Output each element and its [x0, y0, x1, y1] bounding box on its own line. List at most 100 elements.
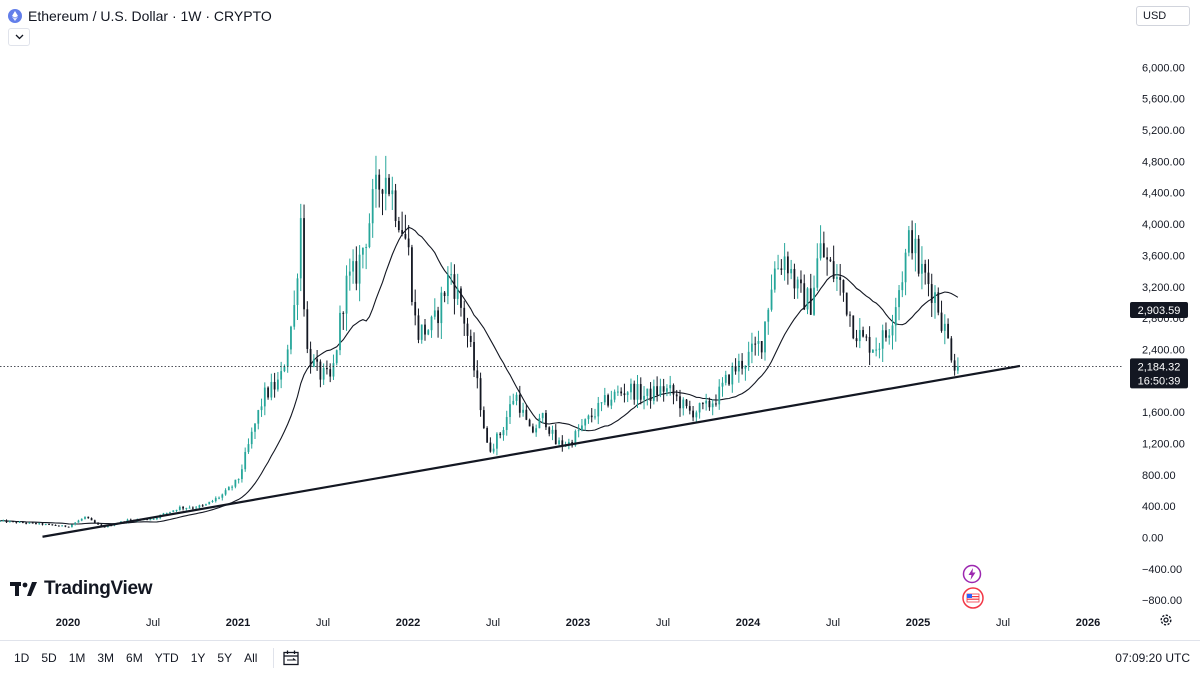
candle-body [378, 174, 381, 190]
candle-body [97, 522, 99, 525]
y-axis-tick-label: 6,000.00 [1142, 62, 1185, 74]
candle-body [407, 238, 410, 248]
candle-body [64, 525, 67, 527]
candle-body [365, 247, 368, 249]
gear-icon[interactable] [1159, 613, 1173, 627]
range-1d-button[interactable]: 1D [14, 651, 30, 665]
candle-body [499, 433, 502, 436]
candle-body [208, 501, 211, 505]
candle-body [381, 189, 384, 194]
candle-body [352, 261, 354, 272]
candle-body [754, 343, 757, 345]
tradingview-logo[interactable]: TradingView [10, 578, 153, 600]
range-5y-button[interactable]: 5Y [217, 651, 233, 665]
candle-body [424, 324, 426, 335]
candle-body [623, 393, 626, 396]
candle-body [21, 521, 24, 523]
candle-body [852, 315, 855, 339]
bottom-toolbar: 1D 5D 1M 3M 6M YTD 1Y 5Y All 07:09:20 UT… [0, 640, 1200, 675]
candle-body [476, 370, 479, 379]
candle-body [93, 520, 96, 523]
candle-body [558, 440, 560, 445]
bar-countdown-label: 16:50:39 [1138, 375, 1181, 387]
candle-body [620, 391, 623, 394]
candle-body [211, 501, 214, 503]
candle-body [345, 275, 348, 314]
candle-body [584, 419, 587, 426]
candle-body [469, 335, 472, 342]
candle-body [329, 369, 332, 377]
range-1m-button[interactable]: 1M [68, 651, 86, 665]
candle-body [682, 399, 685, 409]
candle-body [172, 510, 175, 512]
candle-body [531, 426, 534, 433]
candle-body [433, 310, 436, 317]
price-label-value: 2,184.32 [1138, 361, 1181, 373]
y-axis-tick-label: 3,600.00 [1142, 250, 1185, 262]
candle-body [182, 506, 184, 509]
x-axis-tick-label: 2020 [56, 617, 80, 629]
candle-body [845, 292, 848, 315]
y-axis-tick-label: 2,400.00 [1142, 344, 1185, 356]
candle-body [427, 330, 430, 335]
date-range-button[interactable] [280, 648, 302, 668]
candle-body [322, 367, 325, 380]
candle-body [888, 335, 891, 338]
candle-body [368, 223, 371, 248]
candle-body [492, 448, 495, 452]
candle-body [306, 309, 309, 349]
candle-body [666, 388, 668, 392]
range-1y-button[interactable]: 1Y [190, 651, 206, 665]
candle-body [917, 238, 920, 274]
candle-body [397, 221, 400, 231]
candle-body [276, 379, 279, 390]
candle-body [603, 395, 606, 403]
candle-body [316, 359, 319, 362]
candle-body [460, 288, 462, 308]
candle-body [394, 190, 397, 222]
candle-body [633, 383, 636, 400]
candle-body [685, 399, 688, 407]
range-all-button[interactable]: All [244, 651, 258, 665]
candle-body [152, 518, 155, 520]
x-axis-tick-label: Jul [146, 617, 160, 629]
candle-body [813, 287, 815, 315]
currency-selector[interactable]: USD [1136, 6, 1190, 26]
range-ytd-button[interactable]: YTD [154, 651, 179, 665]
y-axis-tick-label: 5,200.00 [1142, 125, 1185, 137]
candle-body [25, 522, 28, 524]
candle-body [679, 396, 681, 409]
symbol-title[interactable]: Ethereum / U.S. Dollar · 1W · CRYPTO [28, 8, 272, 24]
y-axis-tick-label: 5,600.00 [1142, 94, 1185, 106]
range-6m-button[interactable]: 6M [126, 651, 143, 665]
candle-body [548, 427, 551, 434]
range-5d-button[interactable]: 5D [41, 651, 57, 665]
candle-body [35, 522, 37, 525]
candle-body [574, 431, 577, 446]
range-3m-button[interactable]: 3M [97, 651, 115, 665]
candle-body [662, 386, 665, 392]
candle-body [597, 402, 600, 417]
candle-body [257, 410, 260, 424]
candle-body [901, 282, 904, 291]
collapse-legend-button[interactable] [8, 28, 30, 46]
candle-body [669, 385, 672, 389]
us-flag-event-icon[interactable] [962, 587, 984, 609]
candle-body [61, 525, 64, 527]
candle-body [842, 279, 845, 293]
y-axis-tick-label: 0.00 [1142, 533, 1163, 545]
candle-body [636, 384, 639, 400]
candle-body [446, 274, 449, 297]
price-chart[interactable]: −800.00 −400.00 0.00 400.00 800.00 1,200.00 1,… [0, 0, 1200, 640]
flash-event-icon[interactable] [962, 564, 982, 584]
candle-body [930, 284, 933, 303]
candle-body [875, 349, 878, 351]
candle-body [613, 391, 616, 400]
candle-body [463, 307, 466, 324]
utc-clock[interactable]: 07:09:20 UTC [1115, 651, 1190, 665]
moving-average-line [0, 226, 959, 525]
candle-body [348, 271, 351, 276]
y-axis-tick-label: 3,200.00 [1142, 282, 1185, 294]
candle-body [826, 257, 829, 260]
candle-body [767, 309, 770, 322]
